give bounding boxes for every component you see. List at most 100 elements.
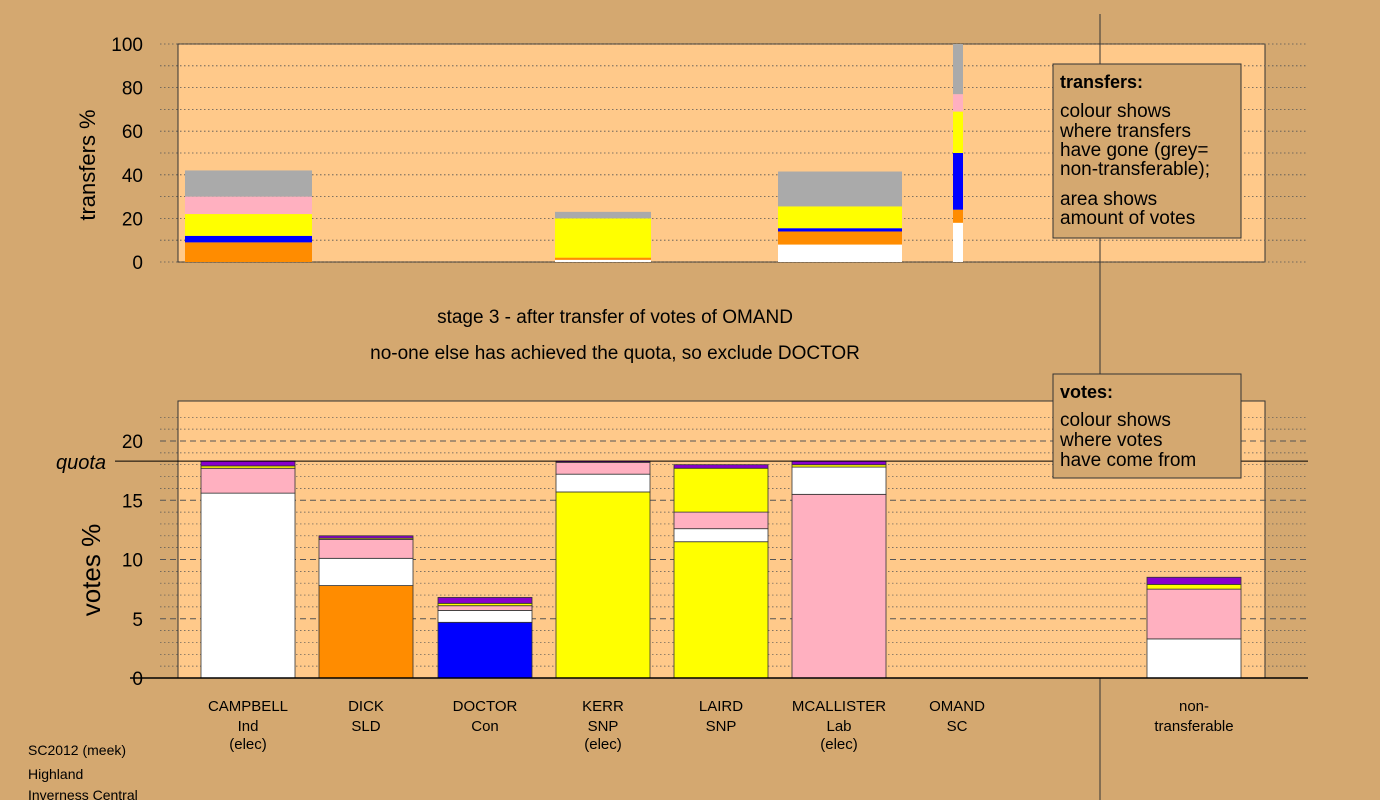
transfers-bar-segment	[953, 222, 963, 262]
transfers-bar-segment	[555, 211, 651, 219]
quota-label: quota	[56, 452, 106, 474]
votes-y-tick-label: 10	[122, 551, 143, 572]
transfers-y-tick-label: 0	[132, 253, 143, 274]
transfers-legend-line: where transfers	[1059, 121, 1191, 142]
candidate-status-label: (elec)	[820, 736, 858, 753]
candidate-name-label: OMAND	[929, 698, 985, 715]
votes-bar-segment	[1146, 576, 1242, 585]
nontransferable-label: transferable	[1154, 718, 1233, 735]
votes-bar-segment	[673, 464, 769, 469]
votes-bar-segment	[318, 557, 414, 586]
votes-legend-line: have come from	[1060, 450, 1196, 471]
transfers-bar-segment	[778, 231, 902, 245]
transfers-bar-segment	[185, 196, 312, 215]
transfers-y-tick-label: 20	[122, 209, 143, 230]
transfers-y-ticks: 0 20 40 60 80 100	[111, 35, 143, 274]
votes-bar-segment	[437, 597, 533, 604]
votes-bar-segment	[673, 528, 769, 543]
votes-bar-segment	[673, 511, 769, 530]
votes-bars	[200, 460, 1242, 679]
votes-bar-segment	[555, 461, 651, 475]
transfers-bars	[185, 44, 963, 262]
transfers-bar-segment	[953, 44, 963, 95]
candidate-name-label: KERR	[582, 698, 624, 715]
votes-y-tick-label: 20	[122, 432, 143, 453]
votes-legend: votes: colour shows where votes have com…	[1052, 373, 1242, 479]
votes-bar-segment	[200, 460, 296, 467]
candidate-status-label: (elec)	[584, 736, 622, 753]
transfers-legend-box	[1052, 63, 1242, 239]
stage-title: stage 3 - after transfer of votes of OMA…	[437, 307, 793, 328]
votes-bar-segment	[555, 473, 651, 493]
votes-bar-segment	[555, 491, 651, 679]
votes-bar-segment	[437, 621, 533, 679]
transfers-bar-segment	[953, 153, 963, 210]
footer-line: Inverness Central	[28, 787, 138, 800]
votes-bar-segment	[437, 610, 533, 623]
transfers-bar-segment	[185, 235, 312, 243]
transfers-bar-segment	[778, 244, 902, 262]
votes-x-labels: CAMPBELLInd(elec)DICKSLDDOCTORConKERRSNP…	[208, 698, 985, 753]
candidate-name-label: LAIRD	[699, 698, 743, 715]
transfers-bar-segment	[555, 257, 651, 260]
votes-y-tick-label: 5	[132, 610, 143, 631]
transfers-legend-line: have gone (grey=	[1060, 140, 1208, 161]
votes-legend-line: where votes	[1059, 430, 1162, 451]
votes-bar-segment	[437, 605, 533, 611]
votes-bar-segment	[318, 538, 414, 559]
votes-bar-segment	[200, 467, 296, 494]
votes-bar-segment	[1146, 583, 1242, 590]
votes-bar-segment	[200, 492, 296, 679]
votes-bar-segment	[318, 535, 414, 539]
votes-y-ticks: 0 5 10 15 20	[122, 432, 143, 690]
candidate-party-label: Ind	[238, 718, 259, 735]
transfers-legend-line: amount of votes	[1060, 208, 1195, 229]
votes-bar-segment	[1146, 638, 1242, 679]
votes-y-axis-label: votes %	[76, 524, 106, 617]
transfers-legend-line: colour shows	[1060, 101, 1171, 122]
candidate-party-label: SNP	[588, 718, 619, 735]
transfers-bar-segment	[953, 94, 963, 112]
votes-legend-line: colour shows	[1060, 410, 1171, 431]
transfers-bar-segment	[185, 242, 312, 262]
votes-bar-segment	[791, 460, 887, 466]
nontransferable-label: non-	[1179, 698, 1209, 715]
votes-bar-segment	[673, 467, 769, 513]
votes-legend-title: votes:	[1060, 382, 1113, 402]
votes-bar-segment	[673, 541, 769, 679]
transfers-bar-segment	[185, 214, 312, 236]
candidate-party-label: SNP	[706, 718, 737, 735]
votes-bar-segment	[791, 466, 887, 495]
transfers-bar-segment	[953, 209, 963, 223]
candidate-status-label: (elec)	[229, 736, 267, 753]
candidate-name-label: CAMPBELL	[208, 698, 288, 715]
votes-y-tick-label: 0	[132, 669, 143, 690]
transfers-y-tick-label: 60	[122, 122, 143, 143]
transfers-bar-segment	[185, 170, 312, 197]
stage-subtitle: no-one else has achieved the quota, so e…	[370, 343, 860, 364]
candidate-party-label: SC	[947, 718, 968, 735]
candidate-name-label: MCALLISTER	[792, 698, 886, 715]
footer-line: Highland	[28, 766, 83, 782]
votes-y-tick-label: 15	[122, 491, 143, 512]
votes-bar-segment	[318, 585, 414, 679]
transfers-legend-line: non-transferable);	[1060, 159, 1210, 180]
candidate-name-label: DICK	[348, 698, 384, 715]
transfers-legend: transfers: colour shows where transfers …	[1052, 63, 1242, 239]
transfers-legend-title: transfers:	[1060, 72, 1143, 92]
candidate-party-label: Lab	[826, 718, 851, 735]
transfers-bar-segment	[778, 228, 902, 232]
transfers-y-axis-label: transfers %	[75, 109, 100, 220]
votes-bar-segment	[1146, 588, 1242, 640]
transfers-legend-line: area shows	[1060, 189, 1157, 210]
votes-legend-box	[1052, 373, 1242, 479]
transfers-bar-segment	[778, 171, 902, 207]
transfers-y-tick-label: 80	[122, 79, 143, 100]
transfers-bar-segment	[953, 111, 963, 153]
transfers-bar-segment	[778, 206, 902, 229]
footer-line: SC2012 (meek)	[28, 742, 126, 758]
transfers-bar-segment	[555, 218, 651, 258]
votes-bar-segment	[791, 493, 887, 679]
